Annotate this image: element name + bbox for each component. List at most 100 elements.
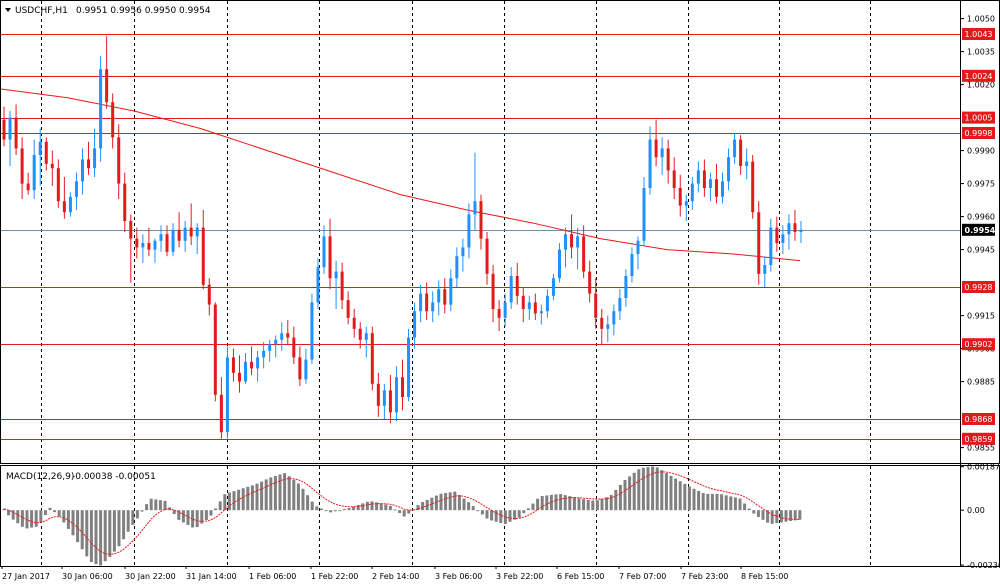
level-label-bg bbox=[962, 432, 995, 445]
macd-histogram-bar bbox=[135, 510, 139, 519]
candle-body bbox=[491, 273, 495, 309]
macd-histogram-bar bbox=[526, 508, 530, 511]
candle-body bbox=[358, 328, 362, 340]
candle-body bbox=[497, 309, 501, 318]
macd-histogram-bar bbox=[209, 510, 213, 516]
candle-body bbox=[551, 278, 555, 296]
macd-histogram-bar bbox=[641, 467, 645, 511]
chart-grid bbox=[41, 1, 871, 566]
macd-histogram-bar bbox=[710, 493, 714, 511]
macd-histogram-bar bbox=[559, 494, 563, 511]
candle-body bbox=[177, 229, 181, 241]
candle-body bbox=[56, 168, 60, 202]
level-label: 0.9859 bbox=[965, 435, 993, 444]
macd-histogram-bar bbox=[577, 498, 581, 511]
macd-histogram-bar bbox=[706, 493, 710, 511]
macd-histogram-bar bbox=[614, 489, 618, 511]
candle-body bbox=[274, 339, 278, 345]
candle-body bbox=[521, 295, 525, 309]
macd-histogram-bar bbox=[200, 510, 204, 524]
macd-histogram-bar bbox=[204, 510, 208, 520]
macd-histogram-bar bbox=[172, 510, 176, 515]
candle-body bbox=[322, 236, 326, 268]
macd-histogram-bar bbox=[457, 494, 461, 511]
candle-body bbox=[38, 141, 42, 155]
macd-histogram-bar bbox=[103, 510, 107, 562]
macd-histogram-bar bbox=[595, 500, 599, 511]
macd-histogram-bar bbox=[11, 510, 15, 520]
candle-body bbox=[141, 243, 145, 248]
ma-line bbox=[0, 88, 801, 262]
candle-body bbox=[111, 102, 115, 138]
macd-histogram-bar bbox=[494, 510, 498, 522]
macd-histogram-bar bbox=[232, 491, 236, 511]
y-tick-label: 1.0035 bbox=[967, 48, 995, 57]
candle-body bbox=[189, 227, 193, 237]
macd-histogram-bar bbox=[508, 510, 512, 522]
candle-body bbox=[582, 236, 586, 272]
macd-histogram-bar bbox=[554, 494, 558, 511]
macd-histogram-bar bbox=[572, 497, 576, 511]
macd-histogram-bar bbox=[214, 508, 218, 511]
candle-body bbox=[751, 161, 755, 213]
x-tick-label: 8 Feb 15:00 bbox=[741, 572, 788, 581]
macd-histogram-bar bbox=[71, 510, 75, 536]
level-label-bg bbox=[962, 28, 995, 40]
macd-histogram-bar bbox=[76, 510, 80, 543]
macd-histogram-bar bbox=[467, 502, 471, 511]
candle-body bbox=[207, 284, 211, 305]
level-label: 0.9902 bbox=[965, 340, 993, 349]
macd-histogram-bar bbox=[793, 510, 797, 521]
candle-body bbox=[244, 361, 248, 382]
macd-histogram-bar bbox=[140, 510, 144, 512]
x-tick-label: 30 Jan 06:00 bbox=[62, 572, 113, 581]
macd-histogram-bar bbox=[315, 506, 319, 511]
candle-body bbox=[292, 337, 296, 358]
candle-body bbox=[80, 159, 84, 182]
candle-body bbox=[570, 234, 574, 248]
level-label: 0.9998 bbox=[965, 129, 993, 138]
macd-histogram-bar bbox=[522, 510, 526, 514]
macd-histogram-bar bbox=[416, 505, 420, 511]
x-tick-label: 27 Jan 2017 bbox=[2, 572, 50, 581]
candle-body bbox=[225, 357, 229, 433]
macd-y-tick-label: 0.00 bbox=[967, 506, 985, 515]
y-tick-label: 0.9960 bbox=[967, 213, 995, 222]
macd-histogram-bar bbox=[39, 510, 43, 523]
macd-histogram-bar bbox=[80, 510, 84, 550]
candle-body bbox=[527, 302, 531, 309]
candle-body bbox=[721, 181, 725, 197]
candle-body bbox=[262, 350, 266, 358]
candle-body bbox=[213, 304, 217, 395]
macd-histogram-bar bbox=[2, 508, 6, 511]
macd-histogram-bar bbox=[34, 510, 38, 527]
macd-histogram-bar bbox=[398, 510, 402, 513]
macd-histogram-bar bbox=[646, 467, 650, 511]
x-tick-label: 31 Jan 14:00 bbox=[186, 572, 237, 581]
dropdown-triangle-icon[interactable] bbox=[5, 8, 11, 12]
x-tick-label: 30 Jan 22:00 bbox=[125, 572, 176, 581]
candle-body bbox=[733, 139, 737, 158]
candle-body bbox=[564, 234, 568, 250]
candle-body bbox=[702, 170, 706, 188]
macd-histogram-bar bbox=[154, 499, 158, 511]
macd-histogram-bar bbox=[329, 510, 333, 513]
macd-histogram-bar bbox=[342, 509, 346, 511]
macd-histogram-bar bbox=[798, 510, 802, 520]
macd-histogram-bar bbox=[434, 495, 438, 511]
candle-body bbox=[62, 201, 66, 213]
macd-histogram-bar bbox=[122, 510, 126, 540]
macd-histogram-bar bbox=[784, 510, 788, 522]
y-tick-label: 1.0020 bbox=[967, 81, 995, 90]
x-tick-label: 7 Feb 07:00 bbox=[619, 572, 666, 581]
macd-signal-line bbox=[3, 471, 800, 555]
macd-histogram-bar bbox=[264, 479, 268, 511]
level-label: 0.9868 bbox=[965, 415, 993, 424]
candle-body bbox=[346, 300, 350, 318]
candle-body bbox=[419, 293, 423, 312]
macd-histogram-bar bbox=[448, 492, 452, 511]
candle-body bbox=[394, 377, 398, 413]
candle-body bbox=[14, 117, 18, 149]
candle-body bbox=[509, 276, 513, 303]
macd-histogram-bar bbox=[531, 503, 535, 511]
